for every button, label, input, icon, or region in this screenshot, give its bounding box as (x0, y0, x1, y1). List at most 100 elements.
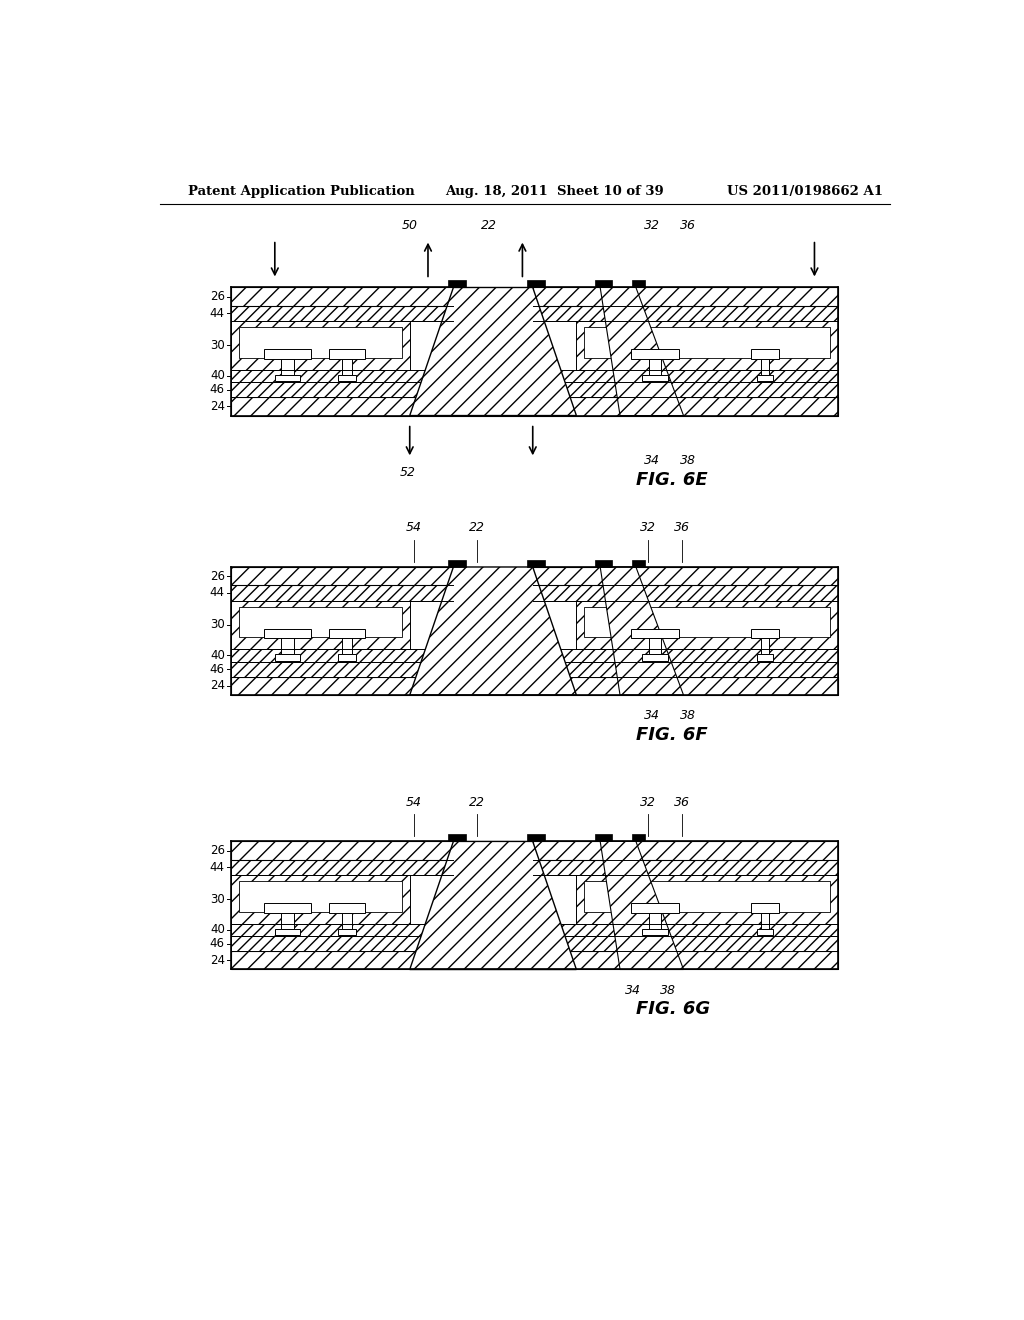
Text: 32: 32 (644, 219, 659, 231)
Text: 34: 34 (644, 709, 659, 722)
Text: 22: 22 (469, 796, 485, 809)
Bar (231, 936, 839, 952)
Bar (231, 370, 839, 381)
Bar (631, 903, 679, 912)
Bar (231, 661, 839, 677)
Bar (263, 903, 311, 912)
Bar (231, 952, 839, 969)
Bar (633, 834, 645, 841)
Bar (274, 929, 300, 935)
Text: 54: 54 (406, 521, 422, 535)
Text: 44: 44 (210, 308, 225, 319)
Text: 40: 40 (210, 370, 225, 383)
Bar (751, 350, 779, 359)
Bar (532, 859, 839, 875)
Bar (282, 638, 294, 655)
Text: 34: 34 (644, 454, 659, 467)
Bar (263, 350, 311, 359)
Bar (532, 585, 839, 601)
Bar (595, 560, 612, 568)
Text: 30: 30 (210, 339, 225, 352)
Text: 26: 26 (210, 290, 225, 304)
Text: 50: 50 (401, 219, 418, 231)
Bar (231, 397, 839, 416)
Text: 36: 36 (674, 796, 690, 809)
Bar (527, 560, 545, 568)
Bar (532, 568, 839, 585)
Bar (231, 924, 839, 936)
Bar (231, 601, 410, 649)
Bar (231, 649, 839, 661)
Text: 38: 38 (680, 454, 695, 467)
Polygon shape (600, 841, 684, 969)
Text: 36: 36 (674, 521, 690, 535)
Bar (595, 280, 612, 288)
Bar (642, 375, 668, 381)
Bar (274, 655, 300, 660)
Bar (527, 280, 545, 288)
Bar (633, 560, 645, 568)
Polygon shape (410, 841, 577, 969)
Text: 34: 34 (625, 983, 641, 997)
Bar (449, 834, 466, 841)
Bar (240, 327, 401, 358)
Polygon shape (600, 288, 684, 416)
Text: 46: 46 (210, 663, 225, 676)
Bar (342, 359, 352, 375)
Bar (231, 568, 454, 585)
Bar (282, 912, 294, 929)
Bar (231, 321, 410, 370)
Bar (240, 607, 401, 638)
Bar (282, 359, 294, 375)
Polygon shape (410, 568, 577, 696)
Bar (231, 677, 839, 696)
Bar (761, 912, 769, 929)
Bar (240, 880, 401, 912)
Text: 22: 22 (469, 521, 485, 535)
Bar (338, 375, 356, 381)
Bar (527, 834, 545, 841)
Bar (758, 375, 772, 381)
Text: 24: 24 (210, 680, 225, 693)
Bar (338, 929, 356, 935)
Text: 54: 54 (406, 796, 422, 809)
Bar (342, 638, 352, 655)
Bar (577, 601, 839, 649)
Text: FIG. 6G: FIG. 6G (636, 1001, 710, 1018)
Text: 30: 30 (210, 892, 225, 906)
Text: Patent Application Publication: Patent Application Publication (187, 185, 415, 198)
Text: FIG. 6F: FIG. 6F (636, 726, 708, 743)
Text: 26: 26 (210, 570, 225, 582)
Text: 46: 46 (210, 937, 225, 950)
Text: 32: 32 (640, 521, 655, 535)
Bar (648, 638, 662, 655)
Text: FIG. 6E: FIG. 6E (636, 471, 708, 490)
Bar (449, 560, 466, 568)
Bar (532, 288, 839, 306)
Bar (330, 630, 365, 638)
Bar (585, 607, 830, 638)
Bar (758, 929, 772, 935)
Bar (231, 306, 454, 321)
Text: 24: 24 (210, 400, 225, 413)
Text: 40: 40 (210, 924, 225, 936)
Bar (631, 350, 679, 359)
Bar (631, 630, 679, 638)
Bar (231, 859, 454, 875)
Polygon shape (410, 288, 577, 416)
Text: 36: 36 (680, 219, 695, 231)
Bar (449, 280, 466, 288)
Bar (648, 912, 662, 929)
Bar (231, 585, 454, 601)
Bar (231, 288, 454, 306)
Bar (577, 321, 839, 370)
Text: 38: 38 (680, 709, 695, 722)
Text: 44: 44 (210, 586, 225, 599)
Text: 32: 32 (640, 796, 655, 809)
Bar (585, 327, 830, 358)
Polygon shape (600, 568, 684, 696)
Bar (342, 912, 352, 929)
Bar (633, 280, 645, 288)
Bar (231, 875, 410, 924)
Bar (532, 841, 839, 859)
